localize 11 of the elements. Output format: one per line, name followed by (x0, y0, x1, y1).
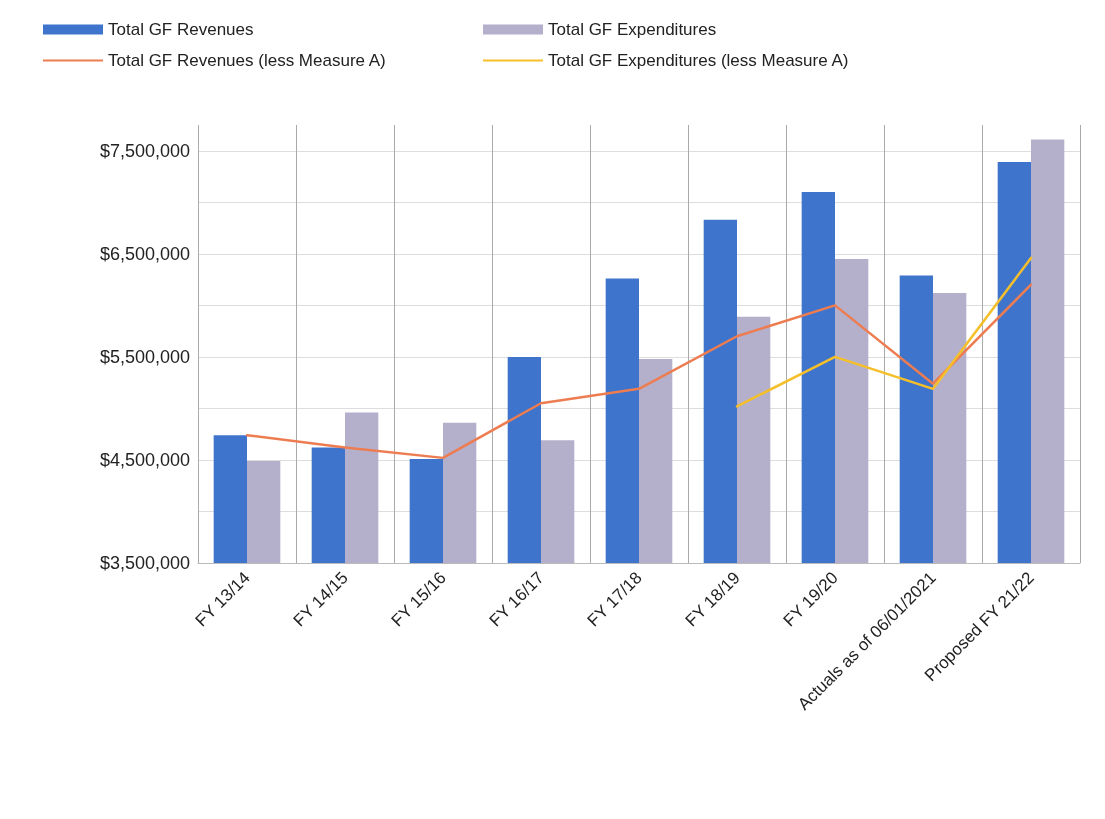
legend-label: Total GF Revenues (less Measure A) (108, 51, 386, 70)
legend-label: Total GF Expenditures (548, 20, 717, 39)
line-series (735, 256, 1033, 408)
y-tick-label: $5,500,000 (99, 346, 190, 367)
y-tick-label: $7,500,000 (99, 140, 190, 161)
line-series (245, 283, 1033, 460)
y-tick-label: $3,500,000 (99, 553, 190, 573)
y-tick-label: $4,500,000 (99, 449, 190, 470)
legend-label: Total GF Expenditures (less Measure A) (548, 51, 849, 70)
y-tick-label: $6,500,000 (99, 243, 190, 264)
legend-label: Total GF Revenues (108, 20, 254, 39)
